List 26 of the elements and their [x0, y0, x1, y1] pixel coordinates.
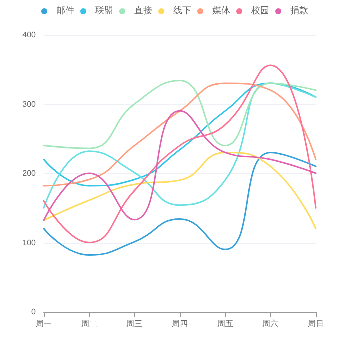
legend-label: 校园 [250, 6, 270, 16]
x-tick-label: 周三 [126, 320, 143, 328]
legend-label: 邮件 [56, 6, 74, 16]
x-tick-label: 周六 [262, 320, 279, 328]
legend-label: 联盟 [96, 6, 114, 16]
legend-label: 捐款 [290, 6, 308, 16]
x-tick-label: 周五 [217, 320, 234, 328]
y-tick-label: 200 [22, 169, 37, 178]
y-tick-label: 0 [32, 308, 37, 316]
x-tick-label: 周日 [308, 320, 324, 328]
line-series [43, 82, 317, 209]
legend-label: 线下 [174, 6, 192, 16]
line-series [43, 152, 317, 230]
line-series [43, 152, 317, 256]
legend-label: 媒体 [212, 6, 230, 16]
line-series [43, 64, 317, 244]
y-tick-label: 100 [22, 238, 37, 248]
line-series [43, 110, 317, 222]
x-tick-label: 周二 [81, 320, 98, 328]
legend-label: 直接 [134, 6, 152, 16]
y-tick-label: 400 [22, 30, 37, 40]
y-tick-label: 300 [22, 100, 37, 109]
line-series [43, 82, 317, 187]
line-series [43, 80, 317, 150]
x-tick-label: 周四 [172, 320, 188, 328]
x-tick-label: 周一 [36, 320, 52, 328]
